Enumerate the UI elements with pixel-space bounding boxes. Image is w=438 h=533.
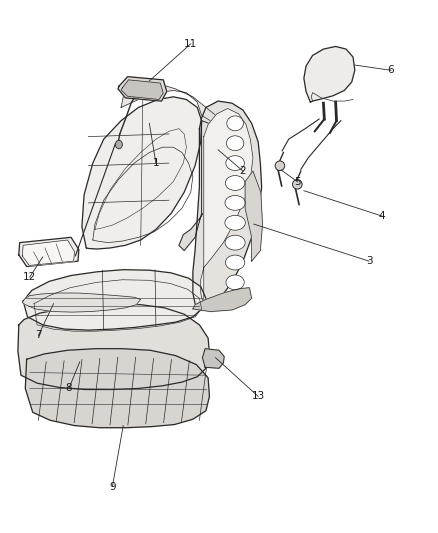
Text: 3: 3 — [366, 256, 372, 266]
Text: 6: 6 — [388, 66, 394, 75]
Circle shape — [116, 140, 122, 149]
Ellipse shape — [225, 235, 245, 250]
Ellipse shape — [226, 255, 245, 270]
Text: 5: 5 — [294, 176, 300, 187]
Ellipse shape — [227, 116, 244, 131]
Text: 1: 1 — [152, 158, 159, 168]
Ellipse shape — [293, 180, 302, 189]
Polygon shape — [193, 101, 261, 309]
Text: 11: 11 — [184, 39, 198, 49]
Polygon shape — [19, 237, 79, 266]
Polygon shape — [18, 305, 209, 390]
Text: 7: 7 — [35, 330, 42, 341]
Text: 2: 2 — [240, 166, 246, 176]
Ellipse shape — [275, 161, 285, 171]
Ellipse shape — [225, 175, 245, 190]
Ellipse shape — [226, 136, 244, 151]
Polygon shape — [23, 270, 206, 330]
Text: 4: 4 — [379, 211, 385, 221]
Text: 12: 12 — [23, 272, 36, 282]
Ellipse shape — [225, 196, 245, 211]
Ellipse shape — [225, 215, 245, 230]
Polygon shape — [121, 80, 163, 100]
Polygon shape — [82, 97, 201, 249]
Polygon shape — [25, 349, 209, 427]
Text: 9: 9 — [109, 481, 116, 491]
Text: 8: 8 — [66, 383, 72, 393]
Polygon shape — [22, 240, 74, 265]
Text: 13: 13 — [251, 391, 265, 401]
Polygon shape — [179, 120, 226, 251]
Polygon shape — [245, 171, 262, 261]
Ellipse shape — [226, 275, 244, 290]
Polygon shape — [201, 109, 253, 301]
Polygon shape — [22, 293, 141, 312]
Polygon shape — [121, 84, 223, 128]
Polygon shape — [193, 288, 252, 312]
Ellipse shape — [226, 156, 244, 171]
Polygon shape — [304, 46, 355, 102]
Polygon shape — [202, 349, 224, 368]
Polygon shape — [118, 77, 167, 101]
